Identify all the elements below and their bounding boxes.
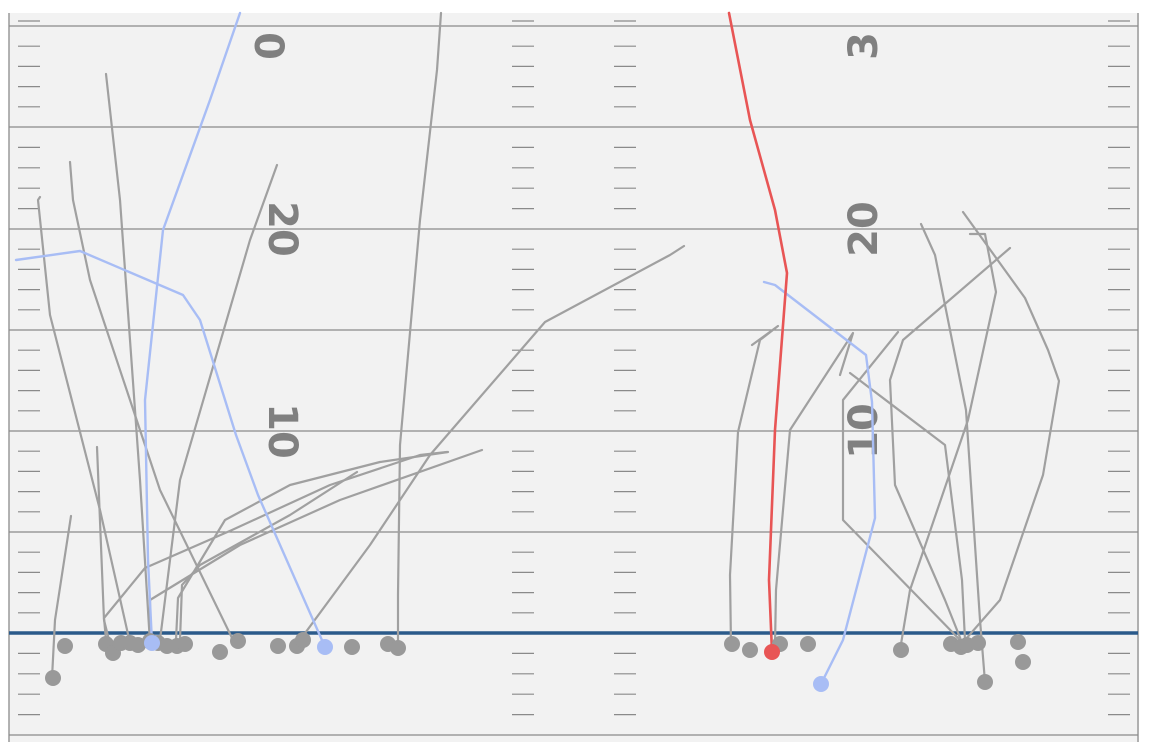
receiver-path <box>14 249 327 649</box>
player-path <box>898 232 998 652</box>
player-dot <box>177 636 193 652</box>
player-dot <box>1010 634 1026 650</box>
player-path <box>396 11 443 650</box>
player-dot <box>212 644 228 660</box>
hash-marks <box>18 20 1130 716</box>
player-path <box>174 450 450 642</box>
player-path <box>68 160 235 642</box>
player-dot <box>230 633 246 649</box>
ball-carrier-path <box>727 11 789 654</box>
yard-number-right-top: 3 <box>841 32 887 60</box>
receiver-dot <box>813 676 829 692</box>
player-path <box>888 246 1012 642</box>
highlighted-paths <box>14 11 877 686</box>
player-path <box>773 331 855 647</box>
player-dot <box>270 638 286 654</box>
highlighted-markers <box>144 635 829 692</box>
player-path <box>104 72 152 645</box>
player-dot <box>344 639 360 655</box>
player-dot <box>800 636 816 652</box>
player-path <box>50 514 73 680</box>
player-dot <box>1015 654 1031 670</box>
player-path <box>728 324 780 647</box>
receiver-dot <box>317 639 333 655</box>
player-markers <box>45 632 1031 690</box>
player-dot <box>57 638 73 654</box>
player-path <box>158 163 279 642</box>
player-dot <box>390 640 406 656</box>
yard-number-right-20: 20 <box>841 201 887 257</box>
ball-carrier-dot <box>764 644 780 660</box>
player-path <box>102 450 449 642</box>
player-dot <box>45 670 61 686</box>
yard-number-left-top: 0 <box>245 32 291 60</box>
player-path <box>961 210 1061 642</box>
yard-number-left-10: 10 <box>259 403 305 459</box>
player-dot <box>893 642 909 658</box>
player-path <box>298 244 686 642</box>
receiver-path <box>762 280 877 686</box>
receiver-dot <box>144 635 160 651</box>
player-dot <box>724 636 740 652</box>
player-dot <box>970 635 986 651</box>
receiver-path <box>143 11 242 645</box>
player-path <box>178 470 359 642</box>
player-path <box>848 371 967 642</box>
player-dot <box>977 674 993 690</box>
defender-paths <box>36 11 1061 684</box>
player-path <box>36 195 132 645</box>
yard-number-right-10: 10 <box>841 403 887 459</box>
yard-number-left-20: 20 <box>259 201 305 257</box>
player-dot <box>295 632 311 648</box>
player-path <box>841 330 962 642</box>
player-dot <box>742 642 758 658</box>
